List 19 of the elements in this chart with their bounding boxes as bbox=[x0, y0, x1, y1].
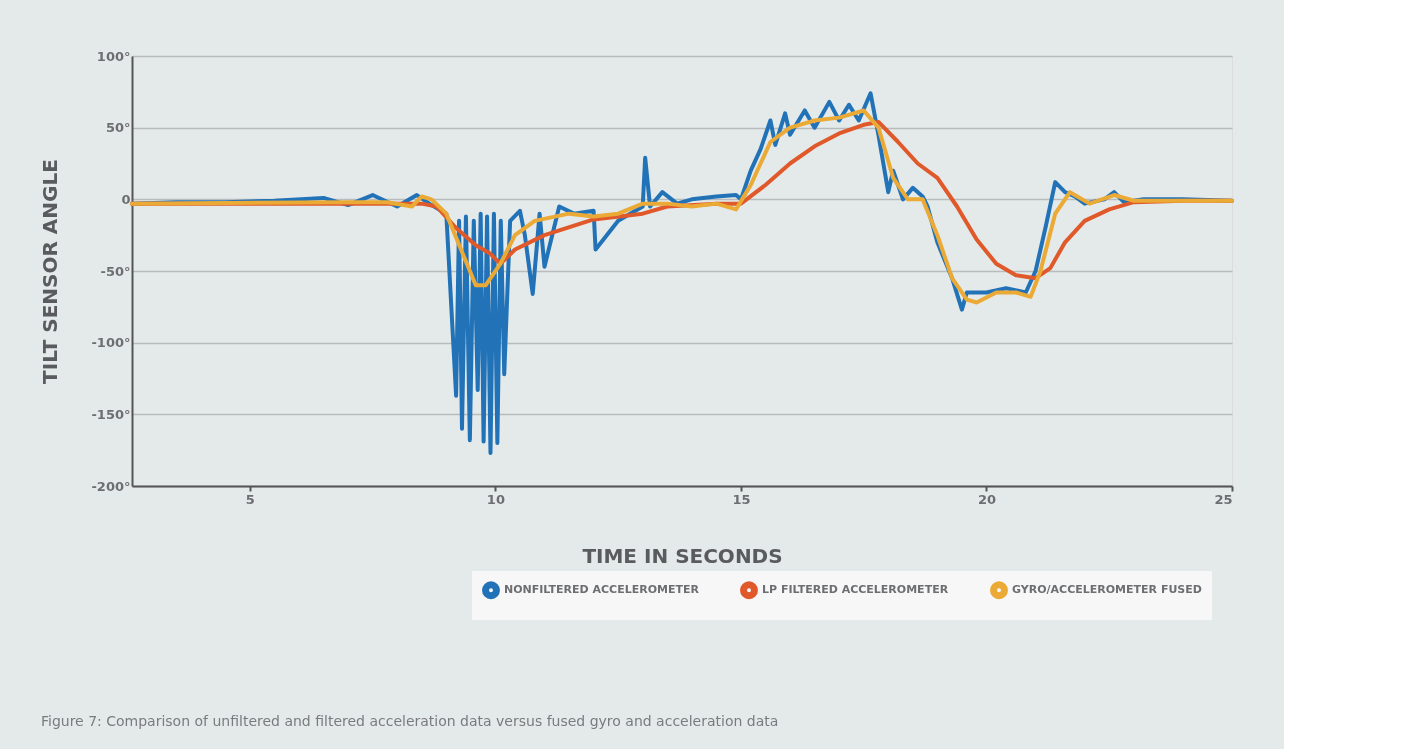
y-tick-label: -150° bbox=[91, 406, 131, 422]
y-axis-title: TILT SENSOR ANGLE bbox=[38, 159, 63, 384]
y-tick-label: 0 bbox=[121, 191, 131, 207]
x-tick-label: 25 bbox=[1214, 491, 1233, 507]
line-series bbox=[130, 108, 1234, 305]
y-tick-label: 50° bbox=[105, 120, 131, 136]
caption: Figure 7: Comparison of unfiltered and filtered acceleration data versus fused gyro and acceleration data bbox=[40, 713, 779, 729]
y-tick-label: -100° bbox=[91, 335, 131, 351]
x-axis-title: TIME IN SECONDS bbox=[582, 543, 783, 568]
y-tick-label: 100° bbox=[96, 48, 131, 64]
x-tick-label: 15 bbox=[732, 491, 751, 507]
legend-label: NONFILTERED ACCELEROMETER bbox=[504, 583, 700, 597]
legend-label: GYRO/ACCELEROMETER FUSED bbox=[1012, 583, 1202, 597]
x-tick-label: 5 bbox=[245, 491, 255, 507]
y-tick-label: -200° bbox=[91, 478, 131, 494]
x-tick-label: 10 bbox=[486, 491, 505, 507]
x-tick-label: 20 bbox=[977, 491, 997, 507]
y-tick-label: -50° bbox=[100, 263, 131, 279]
legend-label: LP FILTERED ACCELEROMETER bbox=[762, 583, 949, 597]
